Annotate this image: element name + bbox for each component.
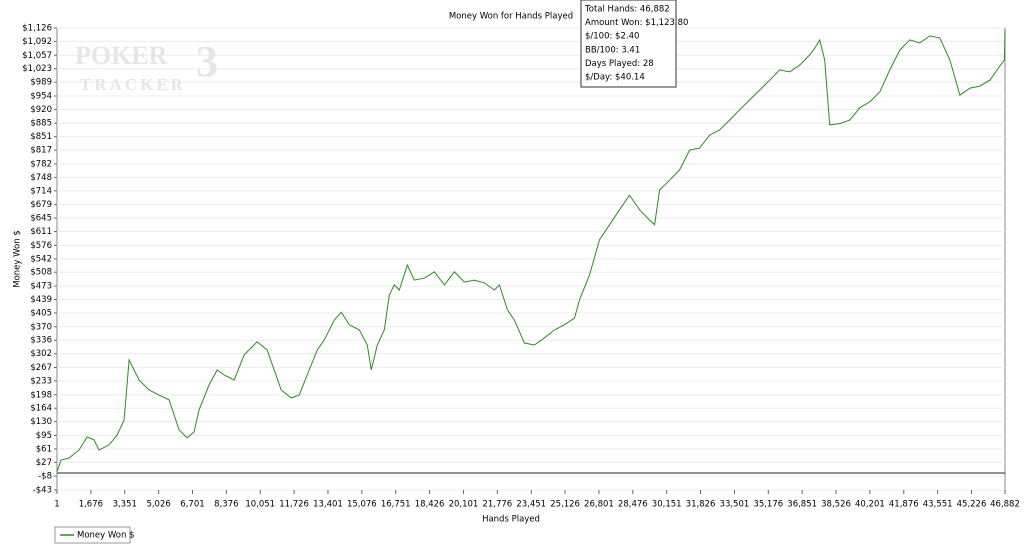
x-tick-label: 35,176 xyxy=(753,500,783,510)
y-tick-label: $954 xyxy=(30,91,52,101)
x-tick-label: 3,351 xyxy=(113,500,137,510)
y-tick-label: $1,023 xyxy=(22,64,52,74)
y-tick-label: $885 xyxy=(30,119,52,129)
line-series xyxy=(56,28,1006,472)
y-tick-label: $1,092 xyxy=(22,37,52,47)
y-tick-label: $1,057 xyxy=(22,51,52,61)
x-tick-label: 16,751 xyxy=(381,500,411,510)
y-tick-label: $542 xyxy=(30,254,52,264)
chart-title: Money Won for Hands Played xyxy=(449,12,573,22)
x-tick-label: 46,882 xyxy=(990,500,1020,510)
x-tick-label: 1 xyxy=(54,500,59,510)
x-tick-label: 5,026 xyxy=(146,500,170,510)
y-tick-label: $439 xyxy=(30,295,52,305)
tooltip-line: BB/100: 3.41 xyxy=(585,45,640,55)
y-tick-label: $198 xyxy=(30,390,52,400)
tooltip-line: $/Day: $40.14 xyxy=(585,73,645,83)
watermark: POKER xyxy=(75,41,168,70)
x-tick-label: 30,151 xyxy=(652,500,682,510)
x-tick-label: 38,526 xyxy=(821,500,851,510)
x-tick-label: 33,501 xyxy=(720,500,750,510)
y-tick-label: $95 xyxy=(36,431,52,441)
x-tick-label: 20,101 xyxy=(449,500,479,510)
y-tick-label: $267 xyxy=(30,363,52,373)
x-tick-label: 25,126 xyxy=(550,500,580,510)
y-tick-label: $370 xyxy=(30,322,52,332)
tooltip: Total Hands: 46,882 Amount Won: $1,123.80… xyxy=(580,0,688,88)
x-tick-label: 13,401 xyxy=(313,500,343,510)
y-tick-label: $336 xyxy=(30,336,52,346)
tooltip-line: Days Played: 28 xyxy=(585,59,654,69)
x-tick-label: 11,726 xyxy=(279,500,309,510)
y-tick-label: $817 xyxy=(30,146,52,156)
x-axis-label: Hands Played xyxy=(482,515,540,525)
y-tick-label: -$43 xyxy=(33,486,52,496)
x-tick-label: 26,801 xyxy=(584,500,614,510)
x-tick-label: 21,776 xyxy=(482,500,512,510)
x-tick-label: 8,376 xyxy=(214,500,238,510)
y-tick-label: $851 xyxy=(30,132,52,142)
y-tick-label: $714 xyxy=(30,186,52,196)
y-tick-label: $611 xyxy=(30,227,52,237)
legend-label: Money Won $ xyxy=(77,531,135,541)
y-tick-label: $920 xyxy=(30,105,52,115)
y-tick-label: $130 xyxy=(30,417,52,427)
x-tick-label: 15,076 xyxy=(347,500,377,510)
y-tick-label: $164 xyxy=(30,404,52,414)
y-tick-label: $302 xyxy=(30,349,52,359)
y-tick-label: $508 xyxy=(30,268,52,278)
x-tick-label: 18,426 xyxy=(415,500,445,510)
y-tick-label: $1,126 xyxy=(22,24,52,34)
x-tick-label: 6,701 xyxy=(180,500,204,510)
x-tick-label: 45,226 xyxy=(957,500,987,510)
y-tick-label: $576 xyxy=(30,241,52,251)
x-tick-label: 31,826 xyxy=(686,500,716,510)
watermark: 3 xyxy=(196,37,218,86)
x-tick-label: 10,051 xyxy=(245,500,275,510)
y-tick-label: $645 xyxy=(30,214,52,224)
x-tick-label: 1,676 xyxy=(79,500,103,510)
tooltip-line: Amount Won: $1,123.80 xyxy=(585,18,688,28)
x-tick-label: 28,476 xyxy=(618,500,648,510)
y-tick-label: $782 xyxy=(30,159,52,169)
x-tick-label: 41,876 xyxy=(889,500,919,510)
y-tick-label: $233 xyxy=(30,376,52,386)
y-tick-label: $405 xyxy=(30,308,52,318)
x-tick-label: 40,201 xyxy=(855,500,885,510)
y-tick-label: $679 xyxy=(30,200,52,210)
x-tick-label: 23,451 xyxy=(516,500,546,510)
y-tick-label: $989 xyxy=(30,78,52,88)
tooltip-line: Total Hands: 46,882 xyxy=(584,5,670,15)
y-tick-label: $27 xyxy=(36,458,52,468)
x-tick-label: 36,851 xyxy=(787,500,817,510)
x-tick-label: 43,551 xyxy=(923,500,953,510)
tooltip-box xyxy=(580,0,677,88)
tooltip-line: $/100: $2.40 xyxy=(585,32,639,42)
y-tick-label: $61 xyxy=(36,444,52,454)
y-axis-label: Money Won $ xyxy=(13,230,23,288)
y-tick-label: $748 xyxy=(30,173,52,183)
watermark: TRACKER xyxy=(80,75,186,94)
y-tick-label: $473 xyxy=(30,282,52,292)
y-tick-label: -$8 xyxy=(38,472,52,482)
legend-box xyxy=(54,526,131,544)
